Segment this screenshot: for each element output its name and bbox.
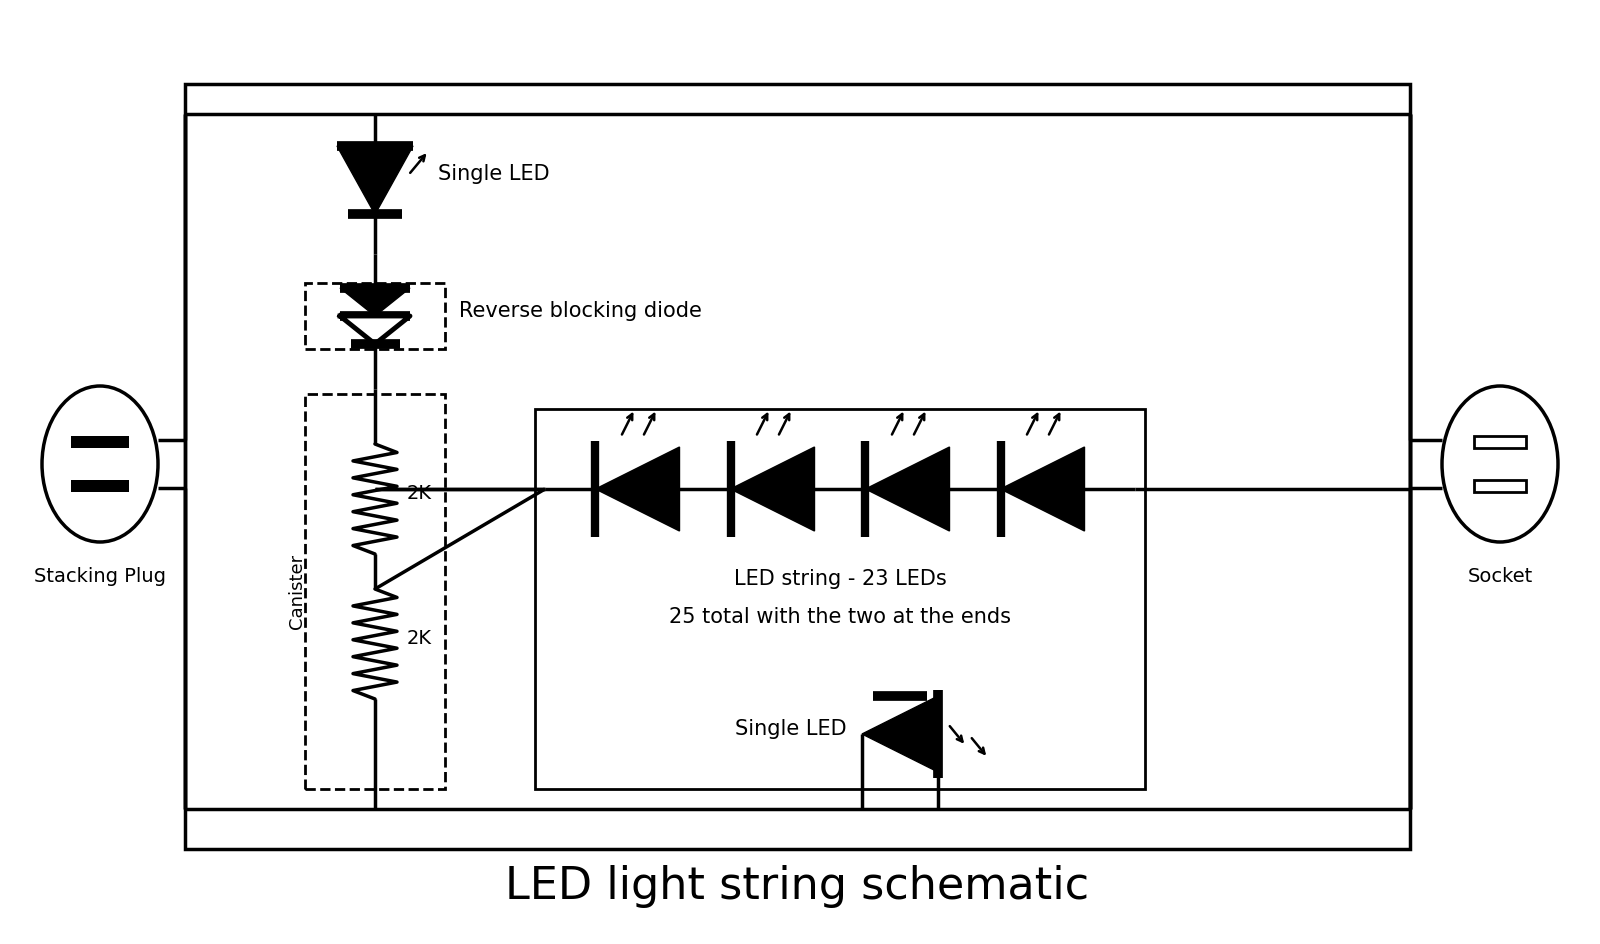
Polygon shape bbox=[731, 447, 814, 531]
Polygon shape bbox=[862, 696, 938, 772]
Text: Single LED: Single LED bbox=[736, 719, 846, 739]
Text: Single LED: Single LED bbox=[438, 164, 550, 184]
Bar bbox=[306, 394, 445, 789]
Bar bbox=[186, 84, 1410, 849]
Ellipse shape bbox=[42, 386, 158, 542]
Text: LED string - 23 LEDs: LED string - 23 LEDs bbox=[734, 569, 946, 589]
Polygon shape bbox=[866, 447, 949, 531]
Bar bbox=[70, 436, 130, 448]
Polygon shape bbox=[338, 146, 413, 214]
Text: Socket: Socket bbox=[1467, 567, 1533, 586]
Bar bbox=[70, 480, 130, 492]
Polygon shape bbox=[339, 316, 410, 344]
Bar bbox=[1474, 480, 1526, 492]
Ellipse shape bbox=[1442, 386, 1558, 542]
Polygon shape bbox=[339, 288, 410, 316]
Polygon shape bbox=[595, 447, 680, 531]
Text: Reverse blocking diode: Reverse blocking diode bbox=[459, 301, 702, 321]
Text: 2K: 2K bbox=[406, 484, 432, 503]
Bar bbox=[1474, 436, 1526, 448]
Bar bbox=[534, 409, 1146, 789]
Text: 25 total with the two at the ends: 25 total with the two at the ends bbox=[669, 607, 1011, 627]
Text: Canister: Canister bbox=[288, 554, 306, 629]
Text: 2K: 2K bbox=[406, 630, 432, 649]
Bar bbox=[306, 283, 445, 349]
Text: Stacking Plug: Stacking Plug bbox=[34, 567, 166, 586]
Polygon shape bbox=[1000, 447, 1085, 531]
Text: LED light string schematic: LED light string schematic bbox=[506, 866, 1090, 908]
